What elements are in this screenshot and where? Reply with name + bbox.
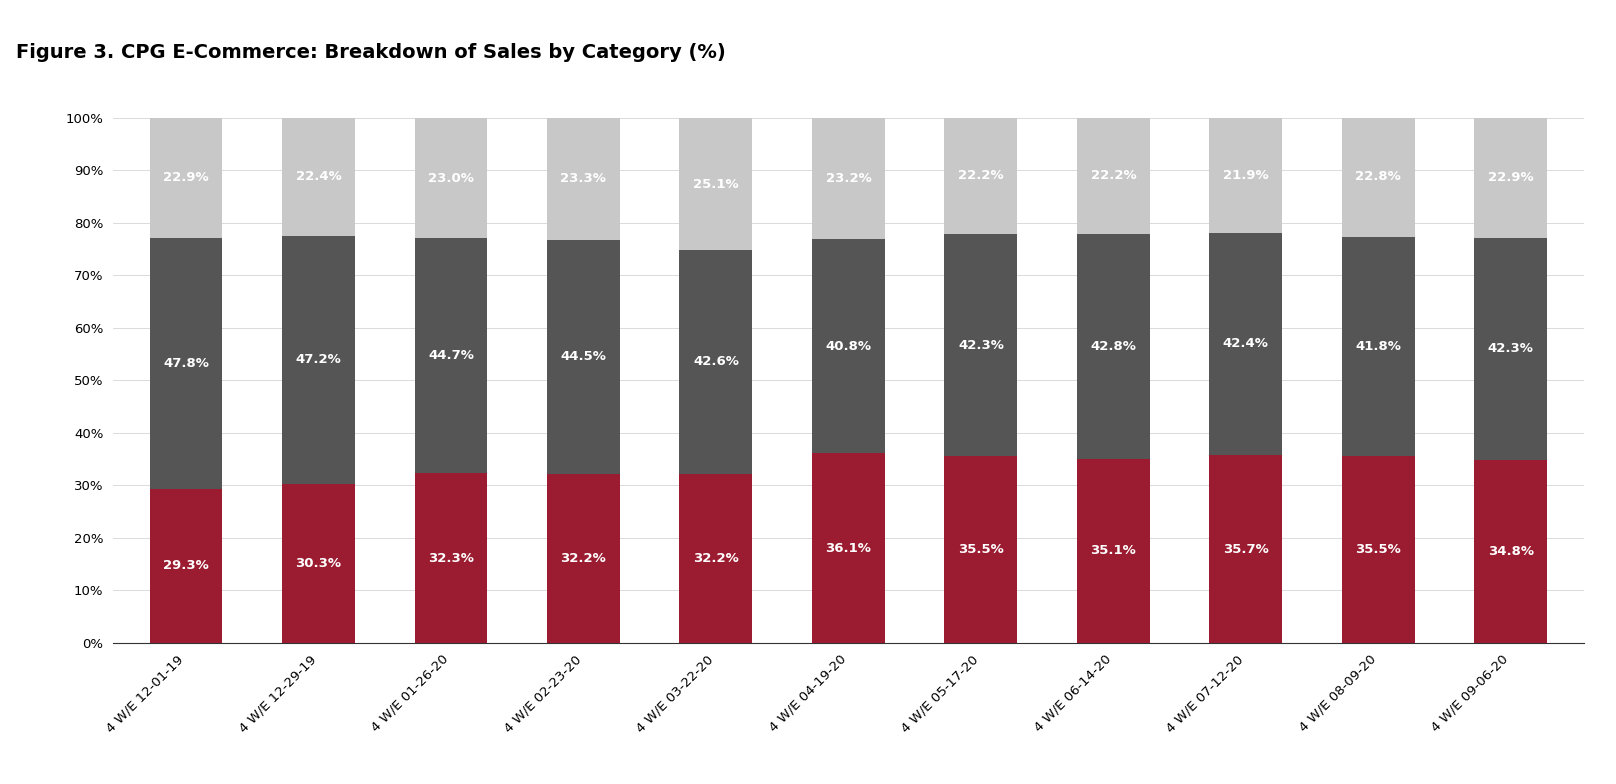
Text: 23.2%: 23.2% — [826, 172, 871, 184]
Bar — [415, 238, 488, 474]
Bar — [546, 240, 621, 474]
Bar — [679, 474, 753, 643]
Text: 25.1%: 25.1% — [693, 177, 739, 191]
Text: 35.5%: 35.5% — [958, 543, 1004, 556]
Bar — [944, 456, 1018, 643]
Text: 22.9%: 22.9% — [163, 171, 208, 184]
Text: 22.4%: 22.4% — [296, 170, 341, 183]
Text: 30.3%: 30.3% — [296, 557, 341, 570]
Text: 32.2%: 32.2% — [561, 552, 606, 564]
Text: 23.3%: 23.3% — [561, 172, 606, 185]
Bar — [415, 474, 488, 643]
Text: 40.8%: 40.8% — [826, 339, 871, 353]
Bar — [944, 118, 1018, 234]
Text: 35.1%: 35.1% — [1091, 544, 1136, 557]
Text: 42.3%: 42.3% — [958, 339, 1004, 352]
Bar — [1474, 238, 1547, 460]
Bar — [679, 118, 753, 250]
Text: 42.6%: 42.6% — [693, 355, 739, 368]
Bar — [546, 474, 621, 643]
Text: 47.8%: 47.8% — [163, 357, 208, 370]
Bar — [283, 484, 356, 643]
Text: 36.1%: 36.1% — [826, 542, 871, 554]
Bar — [1341, 117, 1414, 237]
Bar — [1209, 456, 1281, 643]
Text: 35.5%: 35.5% — [1356, 543, 1401, 556]
Bar — [1076, 117, 1151, 234]
Text: 22.2%: 22.2% — [1091, 169, 1136, 182]
Text: 41.8%: 41.8% — [1356, 340, 1401, 353]
Text: 21.9%: 21.9% — [1223, 169, 1269, 182]
Bar — [679, 250, 753, 474]
Bar — [1209, 233, 1281, 456]
Bar — [150, 238, 223, 489]
Bar — [1341, 237, 1414, 456]
Text: 22.9%: 22.9% — [1488, 171, 1534, 184]
Bar — [283, 236, 356, 484]
Text: 23.0%: 23.0% — [428, 172, 473, 184]
Bar — [415, 118, 488, 238]
Bar — [1474, 460, 1547, 643]
Bar — [546, 118, 621, 240]
Bar — [150, 489, 223, 643]
Bar — [944, 234, 1018, 456]
Bar — [1076, 459, 1151, 643]
Text: 44.5%: 44.5% — [561, 350, 606, 363]
Text: 22.8%: 22.8% — [1356, 170, 1401, 183]
Bar — [811, 453, 886, 643]
Bar — [1474, 118, 1547, 238]
Text: 47.2%: 47.2% — [296, 354, 341, 366]
Bar — [811, 239, 886, 453]
Bar — [283, 118, 356, 236]
Text: Figure 3. CPG E-Commerce: Breakdown of Sales by Category (%): Figure 3. CPG E-Commerce: Breakdown of S… — [16, 43, 726, 62]
Text: 42.8%: 42.8% — [1091, 339, 1136, 353]
Text: 34.8%: 34.8% — [1488, 545, 1534, 558]
Text: 32.3%: 32.3% — [428, 552, 473, 564]
Text: 42.3%: 42.3% — [1488, 343, 1534, 355]
Bar — [1341, 456, 1414, 643]
Text: 35.7%: 35.7% — [1223, 543, 1269, 556]
Bar — [1076, 234, 1151, 459]
Text: 32.2%: 32.2% — [693, 552, 739, 564]
Text: 22.2%: 22.2% — [958, 169, 1004, 183]
Text: 44.7%: 44.7% — [428, 350, 473, 362]
Text: 29.3%: 29.3% — [163, 560, 208, 572]
Bar — [150, 118, 223, 238]
Bar — [811, 117, 886, 239]
Text: 42.4%: 42.4% — [1223, 337, 1269, 350]
Bar — [1209, 118, 1281, 233]
